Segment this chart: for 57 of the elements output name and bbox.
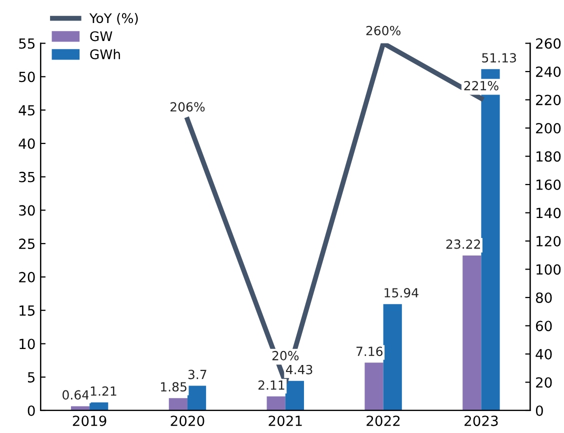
y-tick-label: 5 (28, 372, 35, 383)
data-label: 3.7 (188, 370, 206, 380)
y-tick-label: 15 (20, 305, 35, 316)
y2-tick-label: 40 (536, 348, 552, 360)
x-tick-label: 2020 (170, 416, 204, 426)
y-tick-label: 20 (19, 272, 35, 282)
bar (462, 255, 482, 410)
y-tick-label: 30 (19, 205, 35, 216)
data-label: 7.16 (356, 346, 383, 356)
legend-label: GWh (90, 49, 120, 60)
data-label: 51.13 (482, 53, 516, 63)
y2-tick-label: 140 (536, 208, 561, 218)
y2-tick-label: 180 (536, 151, 561, 162)
data-label: 1.21 (90, 386, 116, 396)
y2-tick-label: 160 (536, 179, 561, 190)
data-label: 221% (464, 80, 498, 90)
bar (285, 380, 304, 410)
y-tick-label: 45 (18, 105, 35, 116)
y-tick-label: 10 (20, 338, 35, 350)
bar (364, 362, 384, 410)
x-tick-label: 2021 (268, 416, 302, 426)
data-label: 206% (170, 102, 205, 112)
y2-tick-label: 0 (536, 405, 543, 416)
bar (383, 304, 402, 410)
data-label: 23.22 (446, 239, 480, 249)
data-label: 15.94 (384, 288, 418, 298)
y-tick-label: 55 (19, 38, 35, 49)
y2-tick-label: 100 (536, 264, 561, 275)
y-tick-label: 0 (28, 405, 35, 416)
x-tick-label: 2019 (72, 416, 106, 426)
y2-tick-label: 260 (536, 38, 561, 49)
data-label: 20% (272, 350, 299, 360)
y2-tick-label: 200 (536, 123, 561, 134)
legend-label: GW (90, 31, 112, 42)
legend-label: YoY (%) (89, 12, 138, 25)
y-tick-label: 50 (19, 72, 35, 82)
y2-tick-label: 220 (536, 94, 561, 106)
x-tick-label: 2022 (366, 416, 400, 426)
data-label: 4.43 (286, 364, 312, 374)
data-label: 260% (366, 26, 400, 36)
y2-tick-label: 80 (536, 292, 552, 303)
x-tick-label: 2023 (464, 416, 498, 426)
data-label: 0.64 (62, 390, 89, 400)
y-tick-label: 40 (18, 138, 35, 149)
data-label: 2.11 (258, 380, 284, 390)
bar (168, 398, 188, 410)
y-tick-label: 35 (19, 172, 35, 182)
bar (70, 406, 90, 410)
y2-tick-label: 60 (536, 320, 552, 332)
bar (90, 402, 108, 410)
bar (187, 386, 206, 410)
y2-tick-label: 240 (536, 66, 561, 78)
y-tick-label: 25 (19, 238, 35, 250)
data-label: 1.85 (161, 382, 186, 392)
y2-tick-label: 20 (536, 377, 552, 388)
bar (266, 396, 286, 410)
y2-tick-label: 120 (536, 236, 561, 246)
